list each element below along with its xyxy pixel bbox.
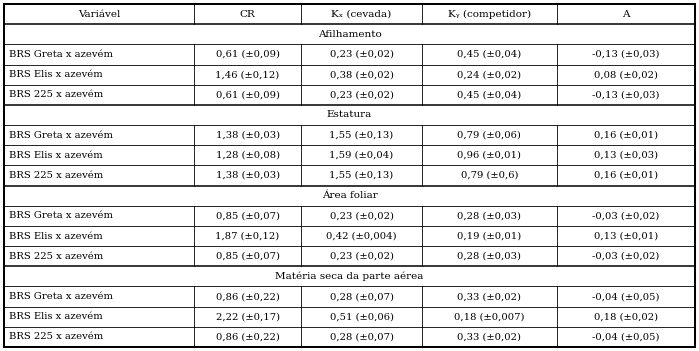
Text: 0,51 (±0,06): 0,51 (±0,06) — [330, 312, 394, 321]
Text: 0,24 (±0,02): 0,24 (±0,02) — [457, 70, 521, 79]
Text: -0,04 (±0,05): -0,04 (±0,05) — [592, 292, 660, 301]
Text: 0,38 (±0,02): 0,38 (±0,02) — [330, 70, 394, 79]
Text: 0,42 (±0,004): 0,42 (±0,004) — [326, 232, 397, 240]
Text: 0,33 (±0,02): 0,33 (±0,02) — [457, 332, 521, 342]
Text: Matéria seca da parte aérea: Matéria seca da parte aérea — [275, 272, 424, 281]
Text: BRS Greta x azevém: BRS Greta x azevém — [9, 131, 113, 140]
Text: -0,13 (±0,03): -0,13 (±0,03) — [592, 50, 660, 59]
Text: 0,13 (±0,03): 0,13 (±0,03) — [594, 151, 658, 160]
Text: BRS 225 x azevém: BRS 225 x azevém — [9, 90, 103, 99]
Text: 1,28 (±0,08): 1,28 (±0,08) — [215, 151, 280, 160]
Text: Kₓ (cevada): Kₓ (cevada) — [331, 9, 391, 19]
Text: 0,28 (±0,03): 0,28 (±0,03) — [457, 252, 521, 261]
Text: 0,16 (±0,01): 0,16 (±0,01) — [594, 171, 658, 180]
Text: Estatura: Estatura — [327, 111, 372, 119]
Text: 0,08 (±0,02): 0,08 (±0,02) — [594, 70, 658, 79]
Text: Afilhamento: Afilhamento — [317, 30, 382, 39]
Text: 0,85 (±0,07): 0,85 (±0,07) — [215, 211, 280, 220]
Text: -0,03 (±0,02): -0,03 (±0,02) — [592, 252, 660, 261]
Text: 0,79 (±0,06): 0,79 (±0,06) — [457, 131, 521, 140]
Text: BRS Greta x azevém: BRS Greta x azevém — [9, 50, 113, 59]
Text: 0,45 (±0,04): 0,45 (±0,04) — [457, 50, 521, 59]
Text: 1,87 (±0,12): 1,87 (±0,12) — [215, 232, 280, 240]
Text: 0,33 (±0,02): 0,33 (±0,02) — [457, 292, 521, 301]
Text: BRS Elis x azevém: BRS Elis x azevém — [9, 151, 103, 160]
Text: 0,23 (±0,02): 0,23 (±0,02) — [330, 252, 394, 261]
Text: 0,18 (±0,02): 0,18 (±0,02) — [594, 312, 658, 321]
Text: BRS Greta x azevém: BRS Greta x azevém — [9, 211, 113, 220]
Text: BRS Greta x azevém: BRS Greta x azevém — [9, 292, 113, 301]
Text: -0,13 (±0,03): -0,13 (±0,03) — [592, 90, 660, 99]
Text: 0,61 (±0,09): 0,61 (±0,09) — [215, 90, 280, 99]
Text: 0,28 (±0,07): 0,28 (±0,07) — [330, 292, 394, 301]
Text: Variável: Variável — [78, 9, 120, 19]
Text: 0,79 (±0,6): 0,79 (±0,6) — [461, 171, 518, 180]
Text: 0,96 (±0,01): 0,96 (±0,01) — [457, 151, 521, 160]
Text: 1,46 (±0,12): 1,46 (±0,12) — [215, 70, 280, 79]
Text: 0,85 (±0,07): 0,85 (±0,07) — [215, 252, 280, 261]
Text: A: A — [622, 9, 630, 19]
Text: 0,13 (±0,01): 0,13 (±0,01) — [593, 232, 658, 240]
Text: 0,61 (±0,09): 0,61 (±0,09) — [215, 50, 280, 59]
Text: 0,23 (±0,02): 0,23 (±0,02) — [330, 211, 394, 220]
Text: CR: CR — [240, 9, 255, 19]
Text: 0,23 (±0,02): 0,23 (±0,02) — [330, 50, 394, 59]
Text: 0,86 (±0,22): 0,86 (±0,22) — [215, 292, 280, 301]
Text: BRS Elis x azevém: BRS Elis x azevém — [9, 312, 103, 321]
Text: 1,55 (±0,13): 1,55 (±0,13) — [329, 171, 394, 180]
Text: -0,03 (±0,02): -0,03 (±0,02) — [592, 211, 660, 220]
Text: 2,22 (±0,17): 2,22 (±0,17) — [215, 312, 280, 321]
Text: 0,28 (±0,07): 0,28 (±0,07) — [330, 332, 394, 342]
Text: 1,38 (±0,03): 1,38 (±0,03) — [215, 131, 280, 140]
Text: 1,55 (±0,13): 1,55 (±0,13) — [329, 131, 394, 140]
Text: 0,45 (±0,04): 0,45 (±0,04) — [457, 90, 521, 99]
Text: 0,23 (±0,02): 0,23 (±0,02) — [330, 90, 394, 99]
Text: 0,28 (±0,03): 0,28 (±0,03) — [457, 211, 521, 220]
Text: BRS Elis x azevém: BRS Elis x azevém — [9, 70, 103, 79]
Text: 0,86 (±0,22): 0,86 (±0,22) — [215, 332, 280, 342]
Text: -0,04 (±0,05): -0,04 (±0,05) — [592, 332, 660, 342]
Text: Área foliar: Área foliar — [322, 191, 377, 200]
Text: Kᵧ (competidor): Kᵧ (competidor) — [448, 9, 531, 19]
Text: BRS Elis x azevém: BRS Elis x azevém — [9, 232, 103, 240]
Text: 1,38 (±0,03): 1,38 (±0,03) — [215, 171, 280, 180]
Text: 0,16 (±0,01): 0,16 (±0,01) — [594, 131, 658, 140]
Text: 0,18 (±0,007): 0,18 (±0,007) — [454, 312, 525, 321]
Text: 1,59 (±0,04): 1,59 (±0,04) — [329, 151, 394, 160]
Text: BRS 225 x azevém: BRS 225 x azevém — [9, 332, 103, 342]
Text: 0,19 (±0,01): 0,19 (±0,01) — [457, 232, 521, 240]
Text: BRS 225 x azevém: BRS 225 x azevém — [9, 171, 103, 180]
Text: BRS 225 x azevém: BRS 225 x azevém — [9, 252, 103, 261]
